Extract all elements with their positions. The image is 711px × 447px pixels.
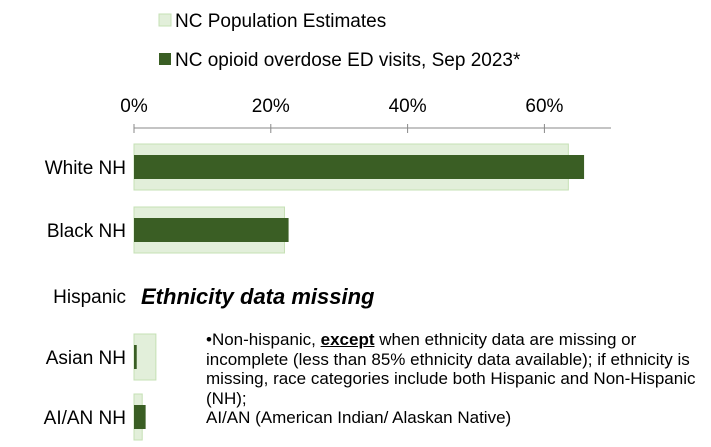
x-tick-label: 20%: [252, 96, 290, 117]
x-tick-label: 0%: [120, 96, 148, 117]
category-label: Hispanic: [53, 287, 126, 308]
bar-ed-visits: [134, 218, 289, 242]
x-axis-ticks: 0% 20% 40% 60%: [120, 96, 563, 133]
bar-population: [134, 334, 156, 380]
category-label: White NH: [45, 158, 126, 179]
footnote: •Non-hispanic, except when ethnicity dat…: [206, 330, 706, 428]
bar-ed-visits: [134, 155, 584, 179]
footnote-emphasis: except: [321, 330, 375, 349]
x-tick-label: 40%: [389, 96, 427, 117]
footnote-paragraph: •Non-hispanic, except when ethnicity dat…: [206, 330, 706, 408]
ethnicity-missing-annotation: Ethnicity data missing: [141, 284, 375, 309]
legend-swatch-ed-visits: [159, 53, 171, 65]
bar-ed-visits: [134, 345, 137, 369]
legend-label-population: NC Population Estimates: [175, 11, 386, 32]
category-label: AI/AN NH: [44, 408, 126, 429]
x-tick-label: 60%: [525, 96, 563, 117]
category-label: Black NH: [47, 221, 126, 242]
bar-ed-visits: [134, 405, 146, 429]
legend: NC Population Estimates NC opioid overdo…: [159, 11, 521, 71]
legend-swatch-population: [159, 14, 171, 26]
category-label: Asian NH: [46, 348, 126, 369]
legend-label-ed-visits: NC opioid overdose ED visits, Sep 2023*: [175, 50, 521, 71]
category-labels: White NH Black NH Hispanic Asian NH AI/AN NH: [44, 158, 126, 429]
footnote-part1: •Non-hispanic,: [206, 330, 321, 349]
footnote-last-line: AI/AN (American Indian/ Alaskan Native): [206, 408, 706, 428]
